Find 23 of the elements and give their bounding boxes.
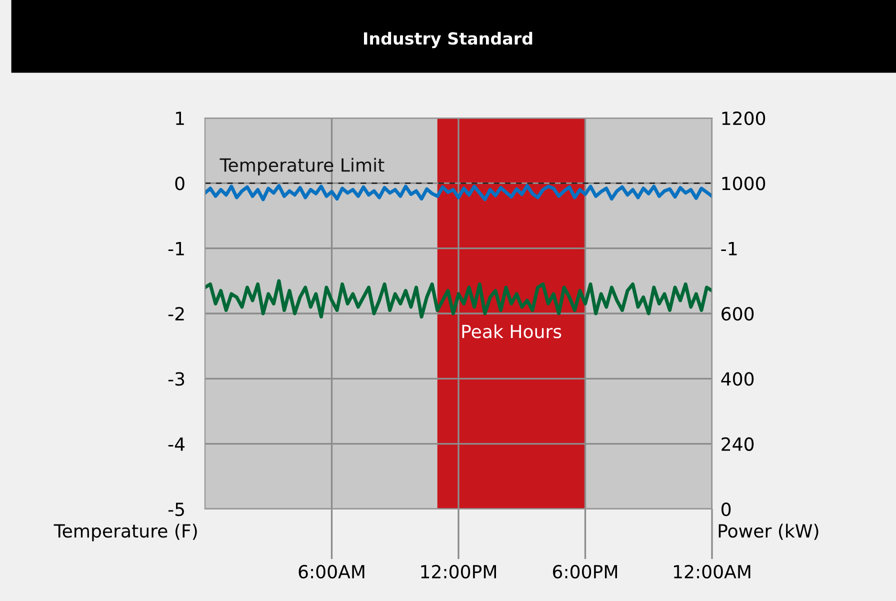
x-tick-label: 6:00PM xyxy=(553,564,617,579)
x-tick-label: 12:00PM xyxy=(421,564,496,579)
category-label: 1000 xyxy=(722,176,766,190)
category-label: 240 xyxy=(722,437,754,451)
x-tick-label: 6:00AM xyxy=(298,564,364,579)
y-tick-label: 0 xyxy=(175,176,184,190)
x-tick-label: 12:00AM xyxy=(674,564,750,579)
category-label: 600 xyxy=(722,306,754,321)
y2-axis-title: Power (kW) xyxy=(718,524,818,540)
category-label: 0 xyxy=(722,502,731,516)
y-tick-label: -1 xyxy=(168,242,184,256)
category-label: -1 xyxy=(721,242,737,256)
chart-title: Industry Standard xyxy=(364,32,532,48)
y-axis-title: Temperature (F) xyxy=(54,524,197,542)
y-tick-label: -5 xyxy=(168,502,184,516)
category-label: 400 xyxy=(721,372,754,386)
category-label: 1200 xyxy=(722,111,766,126)
y-tick-label: 1 xyxy=(176,112,184,125)
y-tick-label: -3 xyxy=(168,372,184,386)
y-tick-label: -4 xyxy=(168,438,185,451)
y-tick-label: -2 xyxy=(168,306,184,320)
ref-line-label: Temperature Limit xyxy=(220,158,384,176)
band-label: Peak Hours xyxy=(462,324,562,338)
